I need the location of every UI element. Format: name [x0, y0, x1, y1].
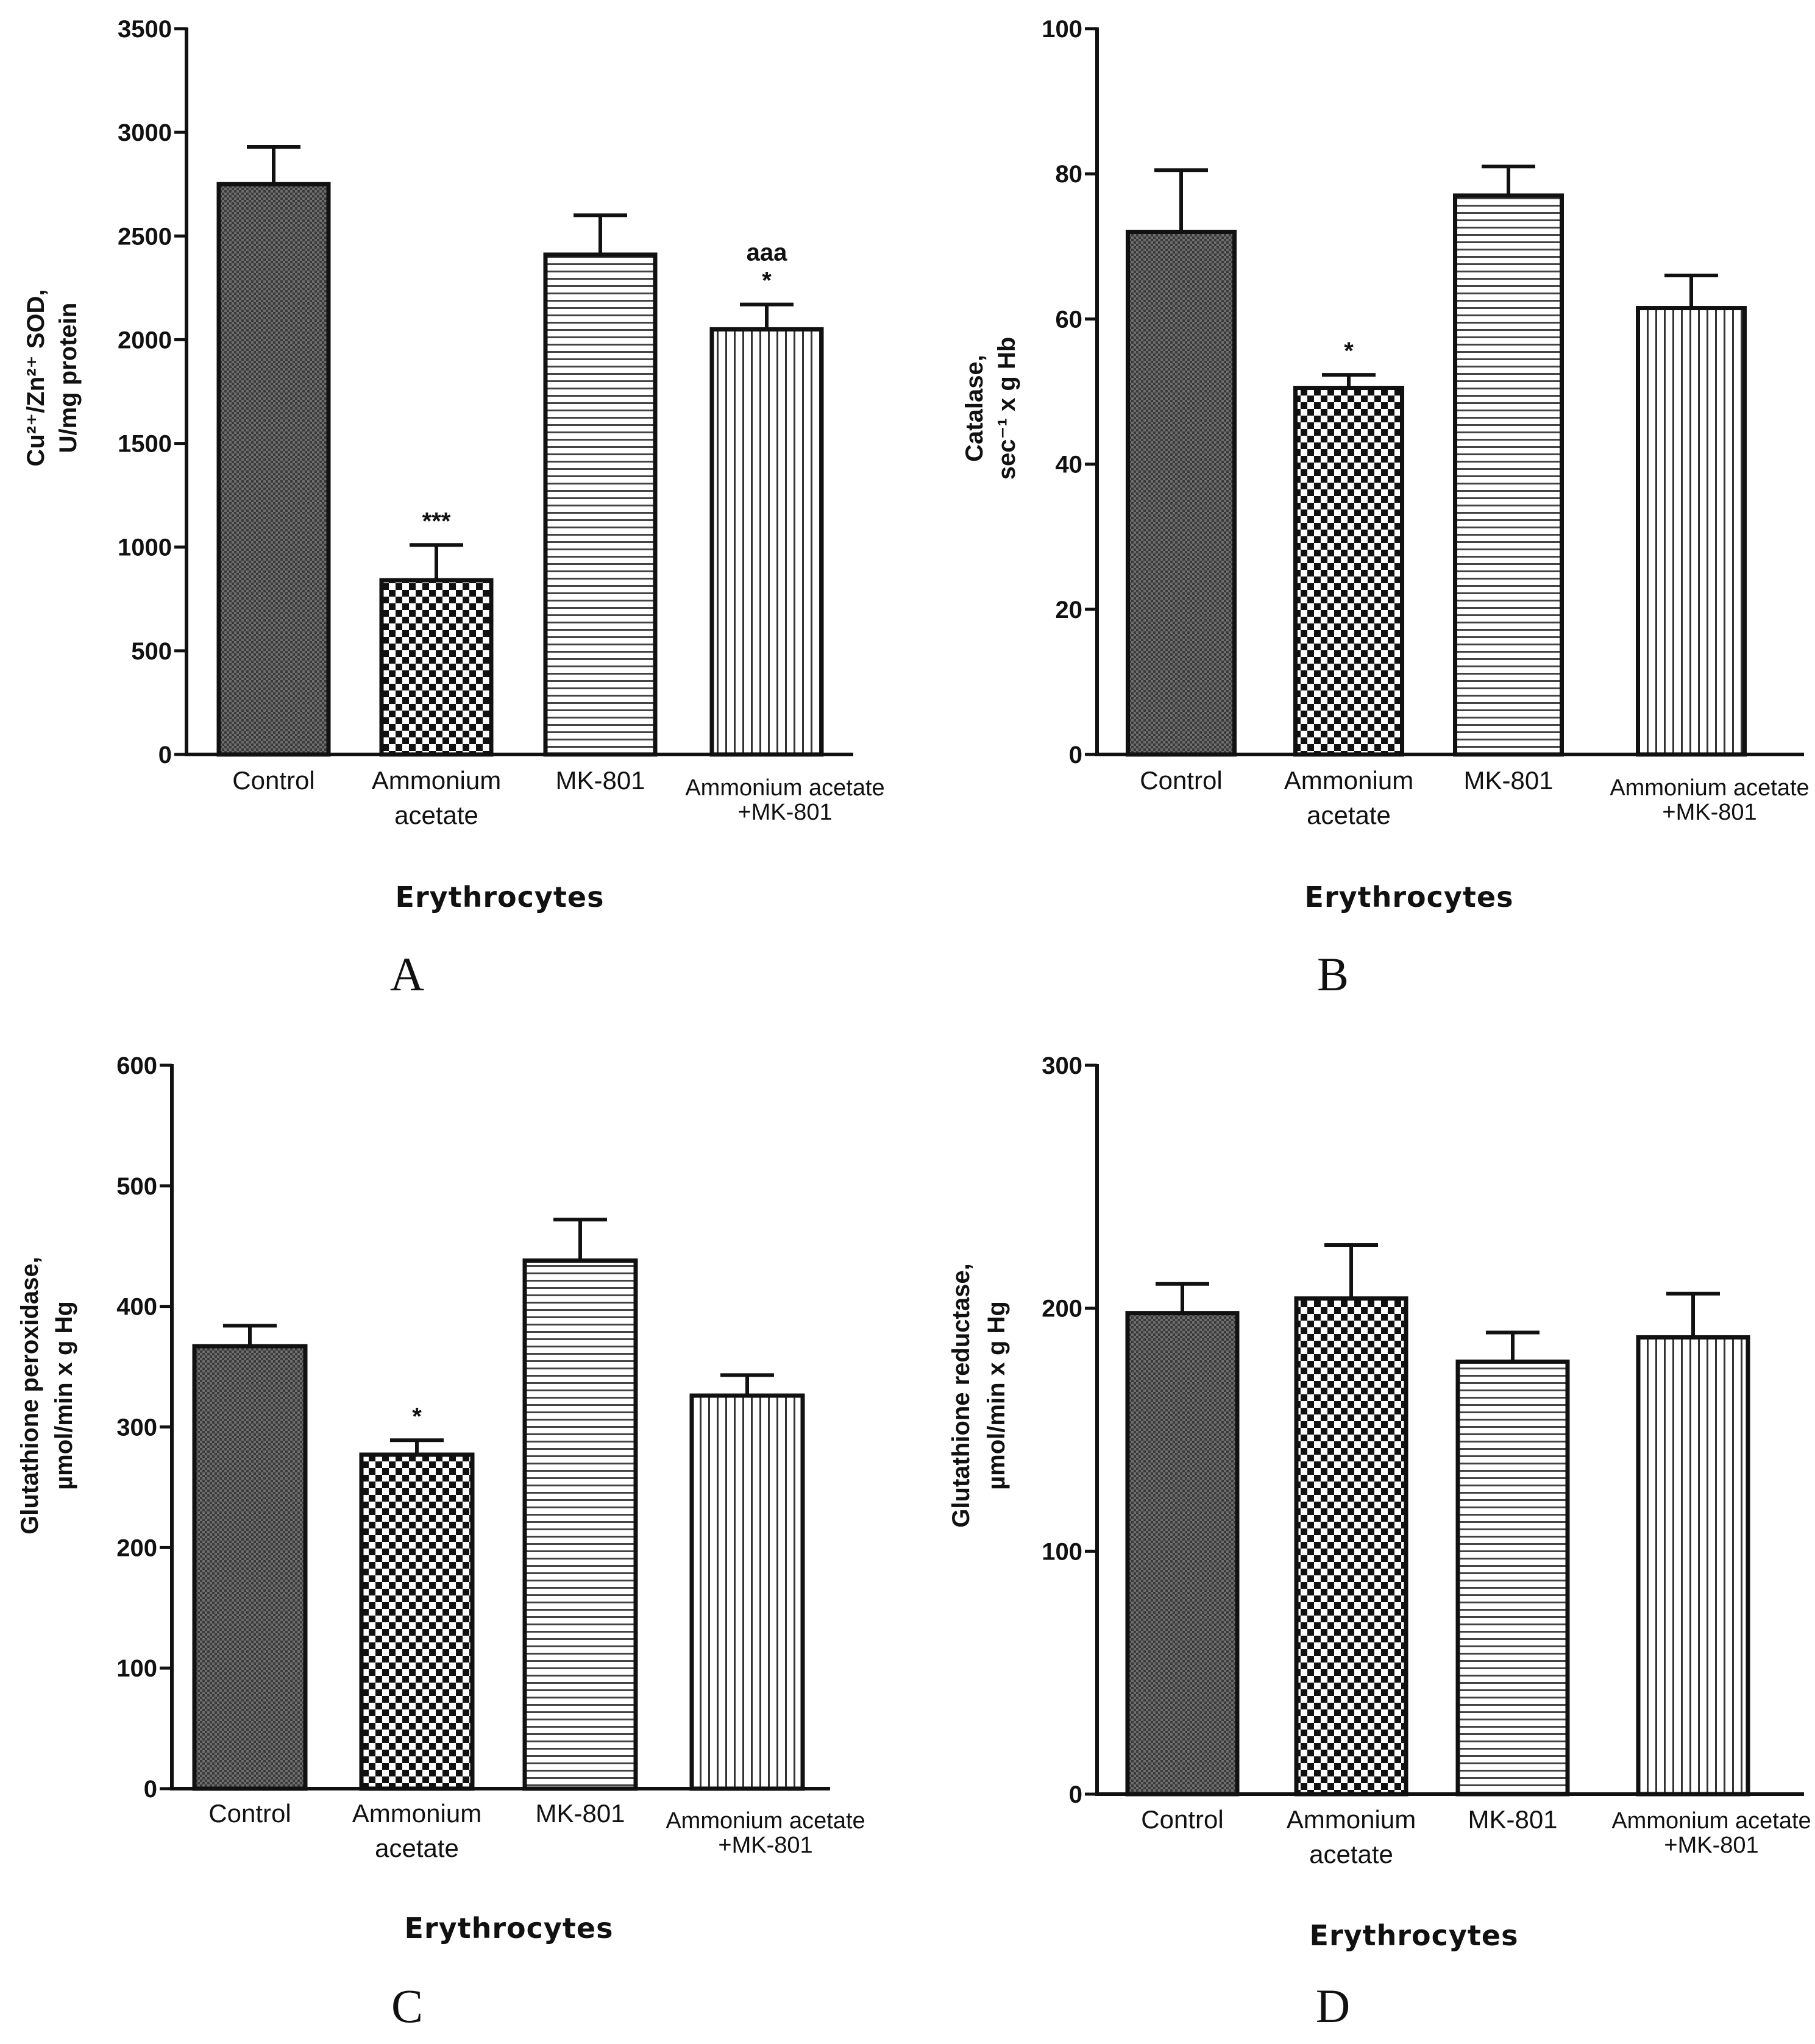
panel-b-label: B	[1317, 948, 1349, 1001]
panel-b-bar	[1293, 386, 1404, 757]
panel-d-category-label: acetate	[1309, 1840, 1393, 1868]
panel-b-category-label: MK-801	[1463, 766, 1553, 795]
panel-b-y-tick-label: 0	[1069, 742, 1082, 768]
panel-a-significance-mark: aaa	[747, 240, 787, 266]
panel-b-category-label: acetate	[1307, 801, 1391, 829]
panel-d-bar	[1455, 1359, 1570, 1797]
panel-a-y-tick-label: 1500	[118, 431, 172, 458]
panel-a-ylabel-line-1: Cu²⁺/Zn²⁺ SOD,	[23, 289, 49, 466]
panel-a-y-tick-label: 500	[131, 638, 172, 665]
panel-b-bar	[1453, 193, 1564, 757]
panel-c-bar	[522, 1258, 638, 1791]
panel-d-marks: 0 100 200 300 Control Ammonium acetate MK-801 Am…	[1042, 1052, 1811, 1868]
panel-a-significance-mark: *	[762, 268, 772, 294]
panel-c-category-label: Ammonium acetate	[666, 1808, 865, 1834]
panel-d-xlabel: Erythrocytes	[1310, 1919, 1519, 1952]
panel-c-y-tick-label: 0	[144, 1776, 157, 1803]
panel-a-significance-mark: ***	[422, 508, 451, 534]
panel-d-category-label: MK-801	[1468, 1805, 1557, 1834]
panel-d-bar	[1125, 1311, 1240, 1797]
panel-d-ylabel-line-1: Glutathione reductase,	[948, 1263, 975, 1527]
panel-b-bar	[1636, 306, 1747, 757]
panel-b-category-label: Ammonium acetate	[1610, 775, 1809, 801]
panel-c-xlabel: Erythrocytes	[405, 1912, 614, 1945]
panel-d-category-label: Ammonium acetate	[1611, 1808, 1811, 1834]
panel-a-category-label: +MK-801	[737, 800, 832, 825]
panel-d-label: D	[1316, 1979, 1350, 2032]
panel-a-category-label: Ammonium acetate	[685, 775, 884, 801]
panel-a-ylabel-line-2: U/mg protein	[55, 303, 82, 453]
chart-panel-d: 0 100 200 300 Control Ammonium acetate MK-801 Am…	[948, 1052, 1811, 2032]
panel-c-ylabel-line-1: Glutathione peroxidase,	[16, 1257, 43, 1535]
panel-b-category-label: Control	[1140, 766, 1222, 795]
panel-a-y-tick-label: 3500	[118, 16, 172, 43]
panel-a-bar	[543, 252, 658, 757]
panel-c-y-tick-label: 100	[116, 1655, 157, 1682]
panel-b-y-tick-label: 20	[1056, 597, 1083, 623]
panel-b-significance-mark: *	[1344, 338, 1354, 364]
panel-b-y-tick-label: 40	[1056, 452, 1083, 478]
panel-c-category-label: +MK-801	[718, 1833, 812, 1858]
panel-c-marks: 0 100 200 300 400 500 600 Control * Ammonium aceta…	[116, 1052, 865, 1862]
panel-d-y-tick-label: 300	[1042, 1052, 1082, 1079]
chart-panel-a: 0 500 1000 1500 2000 2500 3000 3500 Control *** Am…	[23, 16, 885, 1001]
panel-c-bar	[359, 1452, 475, 1791]
panel-b-y-tick-label: 60	[1056, 306, 1083, 333]
panel-a-y-tick-label: 0	[158, 742, 172, 768]
panel-d-bar	[1294, 1296, 1408, 1797]
panel-d-y-tick-label: 200	[1042, 1296, 1082, 1322]
panel-a-y-tick-label: 2000	[118, 327, 172, 353]
chart-panel-b: 0 20 40 60 80 100 Control * Ammonium acetate MK-80…	[961, 16, 1810, 1001]
panel-b-category-label: +MK-801	[1662, 800, 1756, 825]
panel-d-category-label: Ammonium	[1287, 1805, 1416, 1834]
panel-c-y-tick-label: 500	[116, 1173, 157, 1200]
panel-c-y-tick-label: 600	[116, 1052, 157, 1079]
panel-a-category-label: Control	[232, 766, 314, 795]
panel-c-significance-mark: *	[412, 1403, 422, 1430]
panel-a-category-label: Ammonium	[372, 766, 501, 795]
panel-a-bar	[216, 182, 331, 757]
panel-c-y-tick-label: 200	[116, 1535, 157, 1561]
panel-b-ylabel-line-2: sec⁻¹ x g Hb	[993, 337, 1020, 480]
panel-d-y-tick-label: 100	[1042, 1538, 1082, 1565]
panel-d-y-tick-label: 0	[1069, 1781, 1082, 1808]
panel-a-y-tick-label: 2500	[118, 223, 172, 250]
panel-c-ylabel-line-2: µmol/min x g Hg	[51, 1301, 77, 1490]
panel-c-category-label: MK-801	[535, 1799, 625, 1828]
panel-c-category-label: acetate	[375, 1834, 459, 1862]
panel-c-y-tick-label: 400	[116, 1294, 157, 1321]
panel-c-bar	[689, 1393, 805, 1791]
panel-a-y-tick-label: 3000	[118, 119, 172, 146]
panel-c-category-label: Control	[208, 1799, 291, 1828]
panel-a-bar	[709, 327, 824, 757]
chart-panel-c: 0 100 200 300 400 500 600 Control * Ammonium aceta…	[16, 1052, 865, 2032]
panel-d-category-label: Control	[1141, 1805, 1223, 1834]
panel-b-bar	[1126, 229, 1237, 757]
panel-a-xlabel: Erythrocytes	[396, 881, 605, 914]
panel-b-y-tick-label: 80	[1056, 161, 1083, 188]
panel-b-xlabel: Erythrocytes	[1305, 881, 1514, 914]
panel-c-category-label: Ammonium	[352, 1799, 481, 1828]
panel-a-category-label: MK-801	[555, 766, 645, 795]
panel-c-bar	[192, 1344, 308, 1791]
panel-d-category-label: +MK-801	[1664, 1833, 1758, 1858]
panel-b-ylabel-line-1: Catalase,	[961, 355, 988, 462]
panel-c-label: C	[391, 1979, 423, 2032]
panel-a-bar	[379, 578, 494, 757]
panel-a-category-label: acetate	[394, 801, 478, 829]
panel-d-bar	[1636, 1335, 1750, 1797]
panel-b-y-tick-label: 100	[1042, 16, 1082, 43]
panel-d-ylabel-line-2: µmol/min x g Hg	[983, 1301, 1010, 1490]
panel-a-label: A	[390, 948, 424, 1001]
panel-b-category-label: Ammonium	[1284, 766, 1413, 795]
panel-a-marks: 0 500 1000 1500 2000 2500 3000 3500 Control *** Am…	[118, 16, 885, 829]
panel-b-marks: 0 20 40 60 80 100 Control * Ammonium acetate MK-80…	[1042, 16, 1809, 829]
panel-a-y-tick-label: 1000	[118, 534, 172, 561]
panel-c-y-tick-label: 300	[116, 1414, 157, 1441]
